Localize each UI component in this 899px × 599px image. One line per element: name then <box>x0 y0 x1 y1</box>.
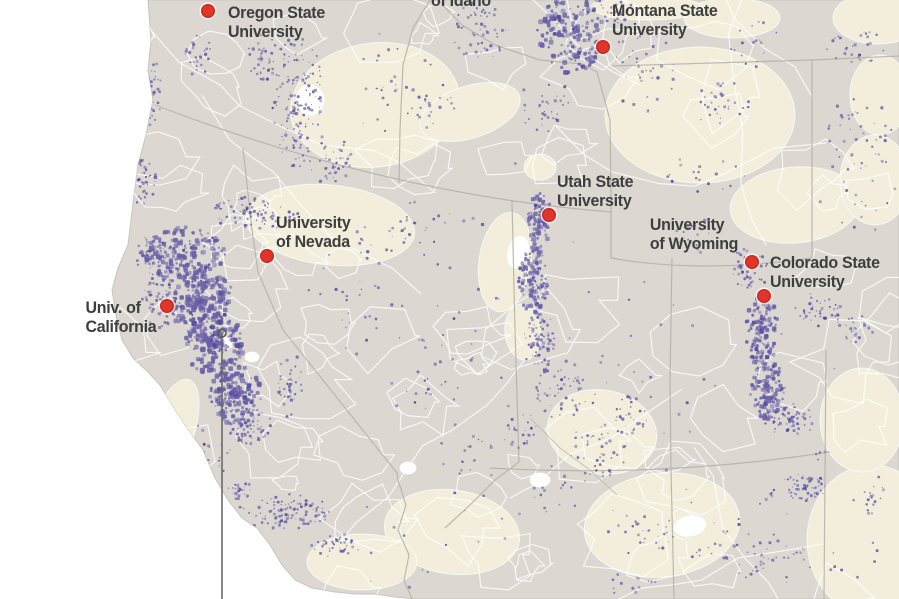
university-marker-oregon-state-university <box>201 4 215 18</box>
university-label-of-idaho: of Idaho <box>431 0 491 10</box>
university-marker-colorado-state-university <box>757 289 771 303</box>
university-label-line: Oregon State <box>228 3 325 22</box>
university-label-line: Colorado State <box>770 253 880 272</box>
university-label-university-of-wyoming: University of Wyoming <box>649 215 739 253</box>
university-label-univ-of-california: Univ. of California <box>85 298 156 336</box>
university-label-line: of Nevada <box>276 232 350 251</box>
leader-line <box>217 328 227 599</box>
university-label-line: Utah State <box>557 172 634 191</box>
university-label-line: Montana State <box>612 1 718 20</box>
university-label-line: Univ. of <box>85 298 141 317</box>
university-label-line: of Idaho <box>431 0 491 10</box>
university-label-line: California <box>85 317 156 336</box>
university-label-line: University <box>228 22 303 41</box>
university-label-university-of-nevada: University of Nevada <box>276 213 351 251</box>
university-label-line: University <box>649 215 725 234</box>
university-label-line: University <box>770 272 845 291</box>
leader-line-end-ring <box>217 328 227 338</box>
university-label-line: University <box>557 191 632 210</box>
university-marker-montana-state-university <box>596 40 610 54</box>
state-borders-layer <box>154 0 899 599</box>
university-marker-univ-of-california <box>160 299 174 313</box>
university-label-colorado-state-university: Colorado State University <box>770 253 880 291</box>
university-label-line: University <box>276 213 351 232</box>
university-label-oregon-state-university: Oregon State University <box>228 3 325 41</box>
university-marker-university-of-nevada <box>260 249 274 263</box>
river-lines-layer <box>529 417 618 496</box>
university-label-line: of Wyoming <box>649 234 739 253</box>
university-marker-university-of-wyoming <box>745 255 759 269</box>
university-marker-utah-state-university <box>542 208 556 222</box>
university-label-utah-state-university: Utah State University <box>557 172 633 210</box>
university-label-line: University <box>612 20 687 39</box>
university-label-montana-state-university: Montana State University <box>612 1 718 39</box>
